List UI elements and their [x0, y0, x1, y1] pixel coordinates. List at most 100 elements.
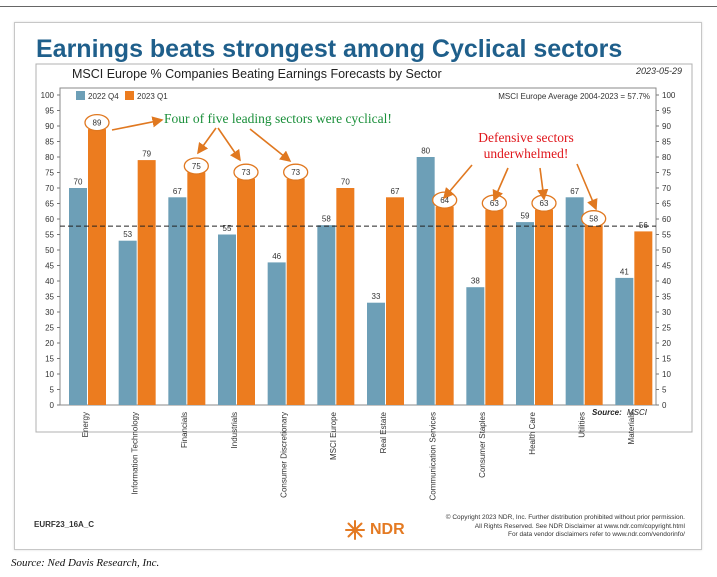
y-tick-label-right: 5	[662, 386, 667, 395]
annotation-arrow	[492, 167, 509, 202]
bar-2022-q4	[218, 234, 236, 405]
bar-value-label: 63	[540, 199, 549, 208]
bar-2023-q1	[88, 129, 106, 405]
bar-value-label: 59	[521, 212, 530, 221]
y-tick-label-left: 0	[50, 401, 55, 410]
y-tick-label-right: 45	[662, 262, 671, 271]
bar-2023-q1	[584, 225, 603, 405]
headline: Earnings beats strongest among Cyclical …	[36, 35, 623, 63]
bar-value-label: 63	[490, 199, 499, 208]
bar-2023-q1	[435, 206, 454, 405]
bar-value-label: 67	[391, 187, 400, 196]
category-label: Health Care	[528, 411, 537, 454]
category-label: MSCI Europe	[329, 411, 338, 460]
y-tick-label-left: 60	[45, 215, 54, 224]
bar-value-label: 75	[192, 162, 201, 171]
y-tick-label-right: 0	[662, 401, 667, 410]
bar-2022-q4	[615, 277, 634, 405]
annotation-arrow	[197, 127, 217, 155]
copyright-line: For data vendor disclaimers refer to www…	[507, 531, 685, 538]
y-tick-label-left: 15	[45, 355, 54, 364]
legend-label-2022-q4: 2022 Q4	[88, 92, 119, 101]
bar-2022-q4	[565, 197, 584, 405]
bar-value-label: 46	[272, 252, 281, 261]
ndr-logo: NDR	[344, 519, 405, 541]
y-tick-label-left: 35	[45, 293, 54, 302]
category-label: Energy	[81, 412, 90, 437]
bar-value-label: 58	[589, 215, 598, 224]
annotation-arrow	[111, 116, 164, 131]
bar-2023-q1	[386, 197, 404, 405]
y-tick-label-right: 55	[662, 231, 671, 240]
value-label-circle	[233, 163, 259, 181]
bar-value-label: 67	[570, 187, 579, 196]
logo-text: NDR	[370, 521, 405, 538]
source-note: Source: Ned Davis Research, Inc.	[11, 557, 160, 569]
y-tick-label-right: 100	[662, 91, 676, 100]
ndr-logo-icon	[345, 520, 365, 540]
legend-swatch-2023-q1	[125, 91, 134, 100]
legend-swatch-2022-q4	[76, 91, 85, 100]
bar-2022-q4	[168, 197, 187, 405]
bar-value-label: 89	[93, 119, 102, 128]
chart-date: 2023-05-29	[635, 66, 682, 76]
copyright-line: All Rights Reserved. See NDR Disclaimer …	[474, 522, 685, 530]
bar-value-label: 33	[372, 292, 381, 301]
bar-value-label: 53	[123, 230, 132, 239]
y-tick-label-right: 30	[662, 308, 671, 317]
legend-label-2023-q1: 2023 Q1	[137, 92, 168, 101]
bar-2023-q1	[137, 160, 156, 405]
bar-2023-q1	[286, 178, 305, 405]
value-label-circle	[183, 157, 209, 175]
y-tick-label-left: 65	[45, 200, 54, 209]
bar-2022-q4	[466, 287, 485, 405]
bar-2022-q4	[416, 157, 435, 405]
bar-2022-q4	[69, 188, 87, 405]
y-tick-label-left: 45	[45, 262, 54, 271]
y-tick-label-right: 20	[662, 339, 671, 348]
chart-code: EURF23_16A_C	[34, 520, 95, 529]
value-label-circle	[84, 113, 110, 132]
bar-value-label: 41	[620, 267, 629, 276]
bar-2023-q1	[336, 188, 355, 405]
annotation-defensive-line1: Defensive sectors	[478, 130, 574, 145]
category-label: Consumer Discretionary	[280, 412, 289, 498]
y-tick-label-left: 80	[45, 153, 54, 162]
bar-2023-q1	[535, 209, 553, 405]
y-tick-label-right: 70	[662, 184, 671, 193]
annotation-defensive-line2: underwhelmed!	[484, 146, 569, 161]
chart-frame	[35, 63, 693, 433]
y-tick-label-right: 15	[662, 355, 671, 364]
bar-value-label: 73	[291, 168, 300, 177]
y-tick-label-right: 50	[662, 246, 671, 255]
y-tick-label-left: 40	[45, 277, 54, 286]
bar-2022-q4	[267, 262, 286, 405]
copyright: © Copyright 2023 NDR, Inc. Further distr…	[405, 514, 685, 540]
bar-value-label: 58	[322, 215, 331, 224]
annotation-arrow	[537, 167, 549, 201]
bar-2022-q4	[516, 222, 534, 405]
y-tick-label-left: 95	[45, 107, 54, 116]
y-tick-label-left: 5	[50, 386, 55, 395]
y-tick-label-left: 75	[45, 169, 54, 178]
bar-2023-q1	[485, 209, 504, 405]
y-tick-label-left: 20	[45, 339, 54, 348]
y-tick-label-right: 75	[662, 169, 671, 178]
category-label: Information Technology	[131, 412, 140, 495]
annotation-arrow	[217, 127, 241, 162]
bar-2022-q4	[317, 225, 336, 405]
category-label: Communication Services	[429, 412, 438, 500]
y-tick-label-left: 30	[45, 308, 54, 317]
category-label: Real Estate	[379, 411, 388, 453]
y-tick-label-left: 10	[45, 370, 54, 379]
source-label: Source:	[592, 408, 622, 417]
y-tick-label-right: 60	[662, 215, 671, 224]
bar-value-label: 70	[341, 178, 350, 187]
y-tick-label-right: 10	[662, 370, 671, 379]
plot-area	[59, 87, 657, 406]
y-tick-label-right: 90	[662, 122, 671, 131]
y-tick-label-left: 50	[45, 246, 54, 255]
bar-2023-q1	[187, 172, 206, 405]
chart-title: MSCI Europe % Companies Beating Earnings…	[72, 67, 442, 81]
